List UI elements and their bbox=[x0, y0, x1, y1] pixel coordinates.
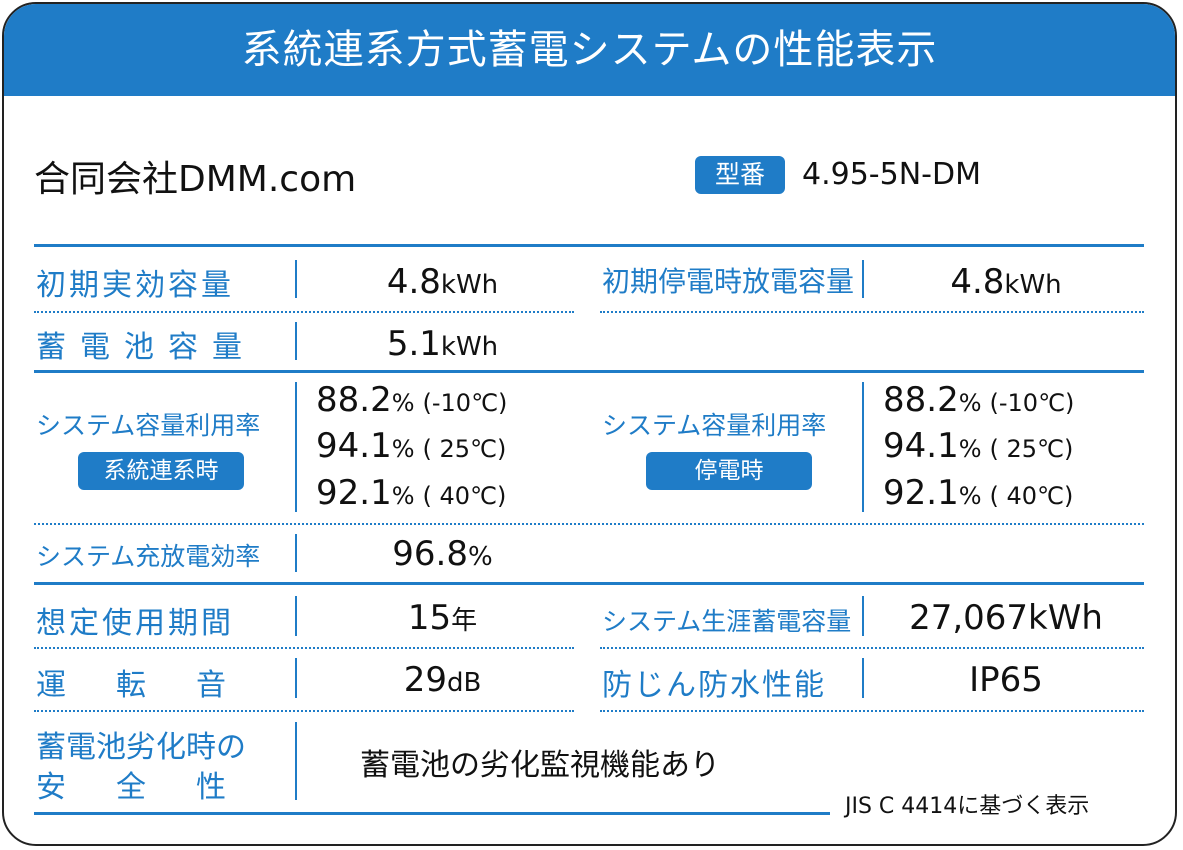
label-lifetime: 想定使用期間 bbox=[36, 606, 234, 641]
label-ingress-protection: 防じん防水性能 bbox=[602, 668, 826, 703]
label-noise: 運 転 音 bbox=[36, 668, 236, 703]
value-outage-capacity: 4.8kWh bbox=[950, 262, 1062, 302]
label-utilization-grid: システム容量利用率 bbox=[36, 411, 261, 440]
standard-note: JIS C 4414に基づく表示 bbox=[845, 794, 1090, 819]
utilization-outage-value: 92.1%( 40℃) bbox=[883, 473, 1074, 513]
utilization-outage-value: 88.2% (-10℃) bbox=[883, 380, 1075, 420]
utilization-outage-value: 94.1%( 25℃) bbox=[883, 426, 1074, 466]
utilization-grid-value: 94.1%( 25℃) bbox=[316, 426, 507, 466]
divider-dotted bbox=[34, 311, 574, 313]
divider-bottom bbox=[34, 812, 830, 815]
column-separator bbox=[295, 322, 297, 360]
label-charge-efficiency: システム充放電効率 bbox=[36, 542, 261, 571]
model-number: 4.95-5N-DM bbox=[802, 157, 981, 192]
label-lifetime-capacity: システム生涯蓄電容量 bbox=[602, 607, 852, 636]
divider-dotted bbox=[600, 311, 1144, 313]
column-separator bbox=[862, 658, 864, 698]
divider-dotted bbox=[600, 710, 1144, 712]
label-initial-capacity: 初期実効容量 bbox=[36, 268, 234, 303]
utilization-grid-value: 92.1%( 40℃) bbox=[316, 473, 507, 513]
column-separator bbox=[295, 658, 297, 698]
value-safety: 蓄電池の劣化監視機能あり bbox=[360, 748, 720, 783]
badge-outage: 停電時 bbox=[646, 452, 812, 490]
column-separator bbox=[862, 260, 864, 298]
value-charge-efficiency: 96.8% bbox=[392, 534, 493, 574]
value-noise: 29dB bbox=[403, 660, 482, 700]
column-separator bbox=[862, 596, 864, 636]
divider-top bbox=[34, 244, 1144, 247]
divider bbox=[34, 370, 1144, 373]
model-badge: 型番 bbox=[695, 156, 785, 194]
column-separator bbox=[295, 382, 297, 512]
column-separator bbox=[295, 722, 297, 800]
label-battery-capacity: 蓄電池容量 bbox=[36, 330, 256, 365]
column-separator bbox=[295, 260, 297, 298]
value-lifetime-capacity: 27,067kWh bbox=[909, 598, 1103, 638]
value-battery-capacity: 5.1kWh bbox=[386, 324, 499, 364]
value-ingress-protection: IP65 bbox=[969, 660, 1043, 700]
utilization-grid-value: 88.2% (-10℃) bbox=[316, 380, 508, 420]
column-separator bbox=[295, 534, 297, 572]
value-lifetime: 15年 bbox=[407, 598, 478, 638]
divider-dotted bbox=[34, 710, 574, 712]
divider bbox=[34, 582, 1144, 585]
badge-grid-connected: 系統連系時 bbox=[78, 452, 244, 490]
value-initial-capacity: 4.8kWh bbox=[386, 262, 499, 302]
divider-dotted bbox=[34, 523, 1144, 525]
label-safety-line2: 安 全 性 bbox=[36, 770, 236, 805]
column-separator bbox=[862, 382, 864, 512]
company-name: 合同会社DMM.com bbox=[34, 159, 357, 200]
label-safety-line1: 蓄電池劣化時の bbox=[36, 730, 246, 765]
column-separator bbox=[295, 596, 297, 636]
page-title: 系統連系方式蓄電システムの性能表示 bbox=[4, 4, 1175, 96]
divider-dotted bbox=[34, 647, 574, 649]
label-utilization-outage: システム容量利用率 bbox=[602, 411, 827, 440]
label-outage-capacity: 初期停電時放電容量 bbox=[602, 265, 855, 298]
divider-dotted bbox=[600, 647, 1144, 649]
